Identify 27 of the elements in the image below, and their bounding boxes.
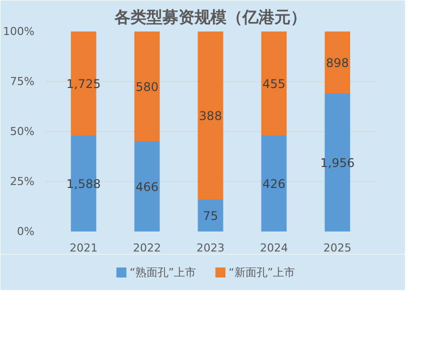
y-tick-label: 100% [3,25,35,38]
y-tick-label: 0% [17,225,34,238]
bar [261,136,287,232]
y-tick-label: 75% [10,75,35,88]
legend-label: “熟面孔”上市 [130,266,196,279]
annotation: 426 [262,177,286,191]
y-tick-label: 50% [10,125,35,138]
legend-label: “新面孔”上市 [228,266,296,279]
annotation: 388 [199,109,222,123]
bar [324,32,350,94]
x-tick-label: 2021 [70,242,98,254]
x-tick-label: 2025 [323,242,352,254]
annotation: 898 [326,56,349,70]
bar [134,142,160,232]
bar [261,32,287,136]
annotation: 580 [136,80,158,94]
annotation: 466 [136,180,158,194]
annotation: 455 [262,77,286,91]
bar [198,200,224,232]
x-tick-label: 2024 [260,242,288,254]
x-tick-label: 2022 [133,242,162,254]
annotation: 75 [202,209,218,223]
bar [134,32,160,142]
y-tick-label: 25% [10,175,35,188]
x-tick-label: 2023 [196,242,225,254]
chart-title: 各类型募资规模（亿港元） [114,8,306,26]
bar [198,32,224,200]
